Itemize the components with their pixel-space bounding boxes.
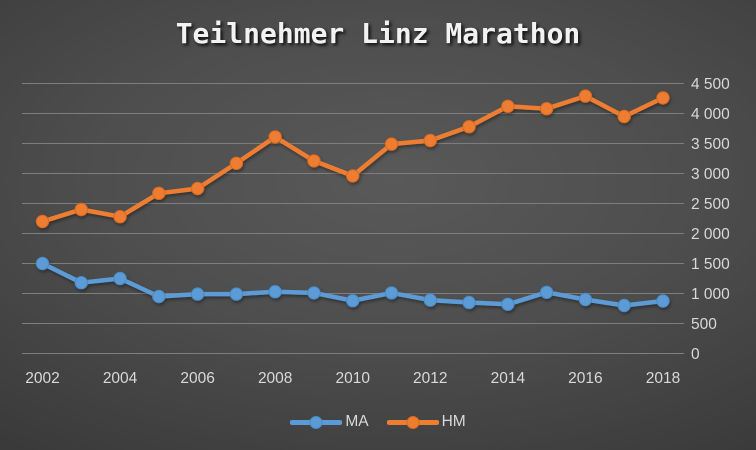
hm-marker-2017[interactable] [617,109,631,124]
hm-series-line[interactable] [40,93,666,224]
ma-marker-2011[interactable] [384,286,399,300]
legend-item-ma[interactable]: MA [290,413,369,431]
legend-label-hm: HM [441,413,466,430]
ma-marker-2006[interactable] [190,287,205,301]
hm-marker-2015[interactable] [539,102,554,116]
x-axis-label: 2016 [568,370,602,387]
y-axis-label: 0 [691,346,700,363]
x-axis-label: 2002 [25,370,59,387]
x-axis-label: 2018 [646,370,680,387]
y-axis-label: 4 000 [691,106,730,123]
hm-marker-2006[interactable] [190,181,205,196]
hm-marker-2004[interactable] [113,210,127,224]
x-axis-label: 2010 [335,370,370,387]
y-axis-label: 2 500 [691,196,730,213]
hm-marker-2014[interactable] [501,99,515,114]
ma-marker-2005[interactable] [152,289,166,304]
ma-marker-2008[interactable] [268,285,282,299]
ma-marker-2004[interactable] [113,271,127,286]
ma-marker-2014[interactable] [501,297,515,311]
hm-marker-2012[interactable] [423,133,437,148]
ma-marker-2017[interactable] [617,298,631,313]
ma-marker-2003[interactable] [74,276,88,290]
y-axis-label: 3 500 [691,136,730,153]
x-axis-label: 2008 [258,370,292,387]
hm-marker-2003[interactable] [74,202,88,217]
ma-marker-2016[interactable] [578,292,593,307]
hm-marker-2005[interactable] [152,186,166,201]
hm-legend-marker-icon [386,415,439,429]
x-axis-label: 2012 [413,370,447,387]
y-axis-label: 4 500 [691,76,730,93]
y-axis-label: 500 [691,316,717,333]
ma-marker-2010[interactable] [346,294,360,308]
ma-marker-2009[interactable] [307,286,321,300]
x-axis-label: 2006 [180,370,214,387]
y-axis-label: 2 000 [691,226,730,243]
ma-marker-2007[interactable] [229,287,244,301]
ma-marker-2015[interactable] [539,285,554,299]
hm-marker-2007[interactable] [229,156,244,171]
chart-legend: MA HM [0,413,756,431]
ma-marker-2018[interactable] [656,294,670,308]
ma-marker-2013[interactable] [462,295,476,310]
ma-marker-2002[interactable] [35,256,50,271]
y-axis-label: 1 500 [691,256,730,273]
hm-marker-2008[interactable] [268,130,282,144]
hm-marker-2016[interactable] [578,89,593,103]
hm-marker-2011[interactable] [384,137,399,151]
legend-item-hm[interactable]: HM [386,413,466,431]
chart-title: Teilnehmer Linz Marathon [175,17,581,50]
hm-marker-2018[interactable] [656,91,670,105]
hm-legend-dot [406,415,420,429]
ma-legend-marker-icon [290,415,343,429]
x-axis-label: 2014 [491,370,526,387]
ma-marker-2012[interactable] [423,293,437,307]
hm-marker-2010[interactable] [346,169,360,183]
legend-label-ma: MA [345,413,369,430]
hm-marker-2013[interactable] [462,120,476,134]
y-axis-label: 1 000 [691,286,730,303]
ma-series [35,256,670,313]
hm-marker-2002[interactable] [35,214,50,229]
hm-series [35,89,670,229]
y-axis-label: 3 000 [691,166,730,183]
x-axis-label: 2004 [103,370,138,387]
hm-marker-2009[interactable] [307,154,321,168]
ma-legend-dot [309,415,323,429]
